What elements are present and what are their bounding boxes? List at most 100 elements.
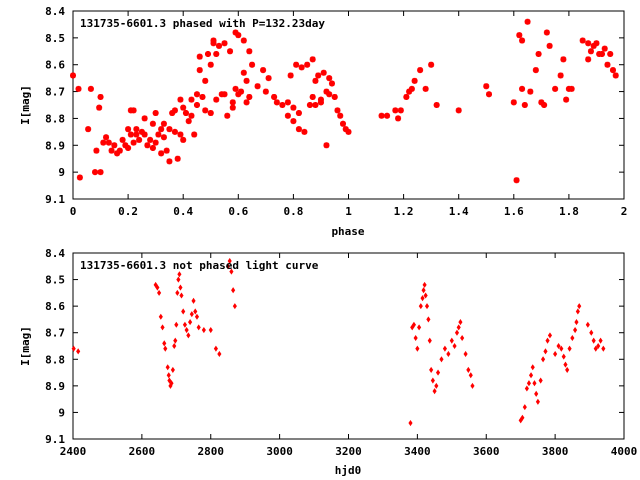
- data-point: [429, 366, 434, 373]
- data-point: [312, 77, 319, 84]
- data-point: [273, 99, 280, 106]
- data-point: [227, 257, 232, 265]
- data-point: [422, 85, 429, 92]
- data-point: [520, 414, 525, 421]
- data-point: [424, 303, 430, 310]
- chart-title: 131735-6601.3 phased with P=132.23day: [80, 17, 325, 30]
- data-point: [232, 85, 239, 92]
- data-point: [418, 303, 423, 310]
- data-point: [166, 372, 171, 379]
- data-point: [290, 104, 297, 111]
- data-point: [565, 366, 570, 373]
- data-point: [221, 40, 228, 47]
- data-point: [265, 75, 272, 82]
- y-tick-label: 8.4: [45, 5, 65, 18]
- x-tick-label: 0: [70, 205, 77, 218]
- data-point: [249, 61, 256, 68]
- x-tick-label: 0.2: [118, 205, 138, 218]
- data-point: [177, 96, 184, 103]
- data-point: [232, 29, 239, 36]
- x-axis-label: hjd0: [335, 464, 362, 477]
- data-point: [125, 144, 132, 151]
- data-point: [421, 287, 426, 294]
- data-point: [158, 126, 165, 133]
- data-point: [173, 337, 178, 344]
- data-point: [246, 48, 253, 55]
- x-axis-ticks: 0 0.2 0.4 0.6 0.8 1 1.2 1.4 1.6 1.8 2: [70, 11, 627, 218]
- data-point: [522, 404, 527, 411]
- data-point: [589, 329, 594, 336]
- data-point: [532, 380, 537, 387]
- data-point: [133, 131, 140, 138]
- data-point: [295, 126, 302, 133]
- y-axis-ticks: 8.4 8.5 8.6 8.7 8.8 8.9 9 9.1: [45, 247, 624, 446]
- data-point: [561, 353, 566, 360]
- data-point: [196, 53, 203, 60]
- data-point: [470, 382, 475, 389]
- data-point: [439, 356, 444, 363]
- data-point: [323, 142, 330, 149]
- y-tick-label: 8.5: [45, 274, 65, 287]
- data-point: [180, 136, 187, 143]
- x-tick-label: 3400: [404, 445, 431, 458]
- x-tick-label: 1: [345, 205, 352, 218]
- data-point: [585, 56, 592, 63]
- plot-frame: [72, 252, 625, 440]
- y-tick-label: 8.7: [45, 327, 65, 340]
- data-point: [434, 382, 439, 389]
- data-point: [323, 88, 330, 95]
- data-point: [201, 327, 206, 334]
- y-tick-label: 8.6: [45, 300, 65, 313]
- data-point: [193, 102, 200, 108]
- data-point: [384, 112, 391, 119]
- data-point: [328, 80, 335, 87]
- data-point: [204, 50, 211, 57]
- data-point: [196, 67, 203, 74]
- data-point: [185, 118, 192, 125]
- data-point: [243, 99, 250, 106]
- data-point: [160, 120, 167, 127]
- data-point: [596, 342, 601, 350]
- data-point: [420, 295, 425, 302]
- data-point: [541, 102, 548, 108]
- data-point: [229, 104, 236, 111]
- data-point: [87, 85, 94, 92]
- data-point: [516, 32, 523, 39]
- data-point: [538, 377, 543, 384]
- data-point: [210, 37, 217, 44]
- data-point: [213, 96, 220, 103]
- data-point: [563, 361, 568, 368]
- chart-title: 131735-6601.3 not phased light curve: [80, 259, 319, 272]
- data-point: [196, 324, 201, 331]
- data-point: [229, 268, 234, 275]
- data-point: [301, 128, 308, 135]
- x-tick-label: 1.4: [449, 205, 469, 218]
- y-tick-label: 8.4: [45, 247, 65, 260]
- data-point: [315, 72, 322, 79]
- data-point: [345, 128, 352, 135]
- x-tick-label: 0.8: [283, 205, 303, 218]
- data-point: [320, 69, 327, 76]
- unphased-light-curve-chart: 2400 2600 2800 3000 3200 3400 3600 3800 4000 8.4…: [19, 247, 637, 477]
- data-points: [71, 257, 606, 427]
- data-point: [70, 72, 76, 79]
- x-tick-label: 3000: [266, 445, 293, 458]
- data-point: [411, 77, 418, 84]
- data-point: [213, 50, 220, 57]
- data-point: [157, 289, 162, 296]
- data-point: [100, 139, 107, 146]
- data-point: [545, 337, 550, 344]
- data-point: [287, 72, 294, 79]
- data-point: [103, 134, 110, 141]
- data-point: [76, 174, 83, 181]
- data-point: [570, 334, 575, 342]
- data-point: [543, 348, 548, 355]
- data-point: [553, 350, 558, 358]
- y-tick-label: 9.1: [45, 433, 65, 446]
- data-points: [70, 18, 619, 184]
- data-point: [284, 99, 291, 106]
- data-point: [298, 64, 305, 71]
- data-point: [171, 107, 178, 114]
- data-point: [426, 316, 431, 323]
- data-point: [452, 342, 457, 350]
